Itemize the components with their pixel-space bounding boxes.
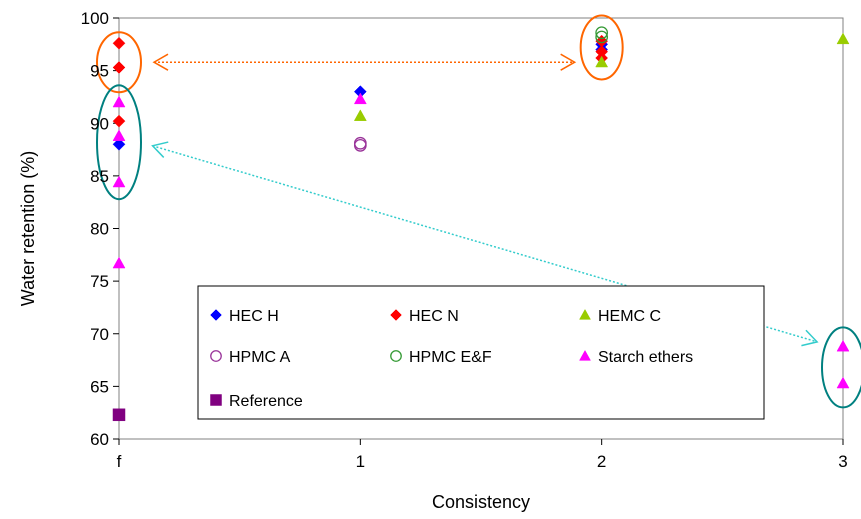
y-axis-title: Water retention (%) bbox=[18, 151, 38, 306]
data-point bbox=[353, 109, 367, 121]
legend-label: HEC N bbox=[409, 308, 459, 325]
legend-label: HPMC A bbox=[229, 349, 291, 366]
data-point bbox=[112, 61, 126, 74]
y-tick-label: 70 bbox=[90, 325, 109, 344]
data-point bbox=[112, 175, 126, 188]
series-hpmc-a bbox=[353, 136, 367, 152]
legend-entry: HPMC E&F bbox=[390, 349, 492, 366]
y-tick-label: 80 bbox=[90, 220, 109, 239]
data-point bbox=[836, 376, 850, 389]
series-starch-ethers bbox=[112, 92, 850, 389]
data-point bbox=[112, 137, 126, 151]
x-axis: f 1 2 3 bbox=[117, 439, 848, 471]
data-point bbox=[595, 55, 609, 68]
data-point bbox=[595, 26, 609, 40]
legend-marker bbox=[210, 309, 222, 321]
legend-marker bbox=[390, 309, 402, 321]
x-tick-label: 1 bbox=[356, 452, 365, 471]
legend-label: HEC H bbox=[229, 308, 279, 325]
series-hpmc-e-f bbox=[595, 26, 609, 44]
legend-marker bbox=[210, 350, 222, 362]
legend-entry: HEC N bbox=[390, 308, 459, 325]
data-point bbox=[353, 92, 367, 105]
data-point bbox=[836, 339, 850, 352]
data-point bbox=[836, 32, 850, 45]
data-point bbox=[595, 30, 609, 44]
legend-marker bbox=[579, 349, 591, 361]
series-hemc-c bbox=[353, 32, 850, 121]
arrow-head bbox=[151, 141, 169, 158]
y-tick-label: 85 bbox=[90, 167, 109, 186]
x-tick-label: 2 bbox=[597, 452, 606, 471]
y-tick-label: 95 bbox=[90, 62, 109, 81]
series-reference bbox=[112, 408, 126, 422]
y-tick-label: 90 bbox=[90, 114, 109, 133]
data-point bbox=[112, 256, 126, 269]
data-point bbox=[112, 129, 126, 141]
highlight-ellipse bbox=[579, 14, 624, 81]
arrow-head bbox=[801, 329, 819, 347]
highlight-ellipse bbox=[96, 31, 142, 94]
highlight-ellipse bbox=[821, 326, 861, 409]
legend-marker bbox=[390, 350, 402, 362]
legend-entry: Reference bbox=[210, 393, 303, 410]
legend-label: HPMC E&F bbox=[409, 349, 492, 366]
data-point bbox=[353, 139, 367, 152]
legend-entry: HEMC C bbox=[579, 308, 661, 325]
x-tick-label: f bbox=[117, 452, 122, 471]
data-point bbox=[112, 114, 126, 128]
data-point bbox=[112, 408, 126, 422]
arrow-head bbox=[560, 53, 577, 71]
x-axis-title: Consistency bbox=[432, 492, 530, 512]
legend: HEC H HEC N HEMC C HPMC A HPMC E&F Starch eth… bbox=[197, 285, 765, 420]
arrow-head bbox=[152, 53, 169, 71]
y-tick-label: 75 bbox=[90, 272, 109, 291]
legend-marker bbox=[579, 308, 591, 320]
y-tick-label: 100 bbox=[81, 9, 109, 28]
y-axis: 60 65 70 75 80 85 90 95 100 bbox=[81, 9, 119, 449]
legend-entry: HEC H bbox=[210, 308, 279, 325]
x-tick-label: 3 bbox=[838, 452, 847, 471]
y-tick-label: 60 bbox=[90, 430, 109, 449]
data-point bbox=[112, 36, 126, 50]
data-points bbox=[112, 26, 850, 422]
legend-label: Reference bbox=[229, 393, 303, 410]
data-point bbox=[112, 95, 126, 108]
legend-label: HEMC C bbox=[598, 308, 661, 325]
legend-entry: HPMC A bbox=[210, 349, 291, 366]
legend-entry: Starch ethers bbox=[579, 349, 693, 366]
highlight-ellipse bbox=[96, 84, 142, 201]
double-arrow bbox=[152, 53, 577, 71]
legend-box bbox=[197, 285, 765, 420]
y-tick-label: 65 bbox=[90, 377, 109, 396]
legend-marker bbox=[210, 394, 222, 406]
legend-label: Starch ethers bbox=[598, 349, 693, 366]
